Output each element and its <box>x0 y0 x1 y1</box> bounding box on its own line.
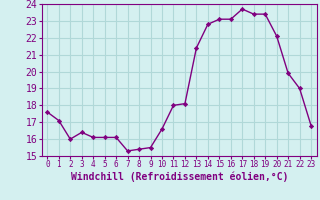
X-axis label: Windchill (Refroidissement éolien,°C): Windchill (Refroidissement éolien,°C) <box>70 172 288 182</box>
